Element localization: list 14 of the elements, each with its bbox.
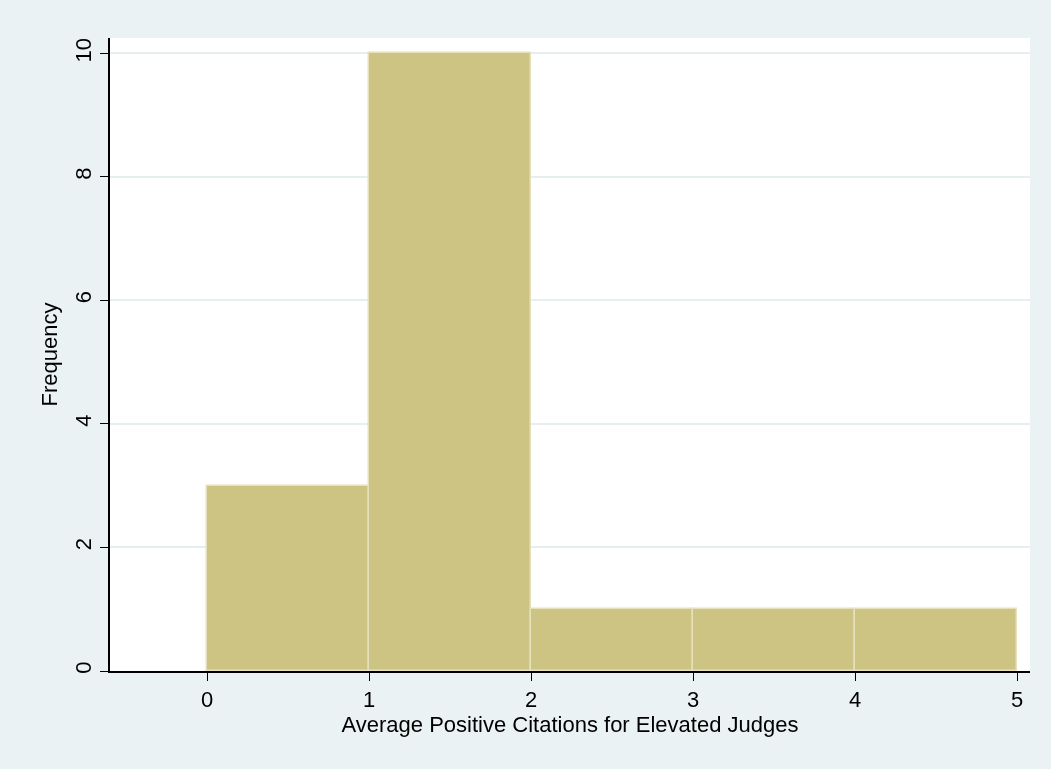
y-tick-label: 8 (71, 167, 97, 180)
y-tick-label: 10 (71, 37, 97, 63)
y-tick-label: 6 (71, 291, 97, 304)
y-axis-title: Frequency (36, 302, 62, 407)
x-tick-label: 4 (848, 687, 862, 713)
x-tick-label: 5 (1010, 687, 1024, 713)
y-tick-label: 2 (71, 538, 97, 551)
x-tick-label: 1 (363, 687, 376, 713)
x-tick-label: 3 (686, 687, 700, 713)
x-tick-label: 2 (525, 687, 538, 713)
x-axis-title: Average Positive Citations for Elevated Judges (341, 712, 799, 738)
x-tick-label: 0 (201, 687, 214, 713)
y-tick-label: 0 (71, 661, 97, 674)
y-tick-label: 4 (71, 414, 97, 427)
